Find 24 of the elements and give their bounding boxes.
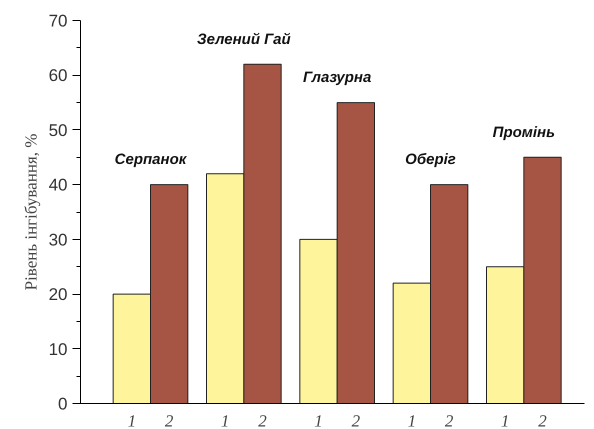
y-tick-label: 70 <box>48 12 68 30</box>
annotation: Серпанок <box>114 151 188 168</box>
y-tick-label: 10 <box>48 340 68 359</box>
y-tick-label: 50 <box>48 120 68 140</box>
x-tick-label: 2 <box>538 412 548 429</box>
y-tick-label: 40 <box>48 176 68 195</box>
y-tick-label: 20 <box>48 285 68 304</box>
x-tick-label: 2 <box>352 412 361 429</box>
annotation: Промінь <box>492 124 556 141</box>
annotation: Зелений Гай <box>196 30 291 48</box>
y-tick-label: 0 <box>58 394 68 414</box>
x-tick-label: 1 <box>314 412 323 429</box>
y-tick-label: 60 <box>48 66 68 86</box>
x-tick-label: 1 <box>408 412 416 429</box>
y-tick-label: 30 <box>48 230 68 250</box>
x-tick-label: 1 <box>500 412 510 429</box>
x-tick-label: 1 <box>128 412 136 429</box>
x-tick-label: 1 <box>220 412 230 429</box>
annotation: Оберіг <box>405 151 456 168</box>
x-tick-label: 2 <box>164 412 174 429</box>
annotation: Глазурна <box>303 69 372 86</box>
y-axis-title: Рівень інгібування, % <box>22 134 41 290</box>
x-tick-label: 2 <box>444 412 454 429</box>
x-tick-label: 2 <box>258 412 268 429</box>
